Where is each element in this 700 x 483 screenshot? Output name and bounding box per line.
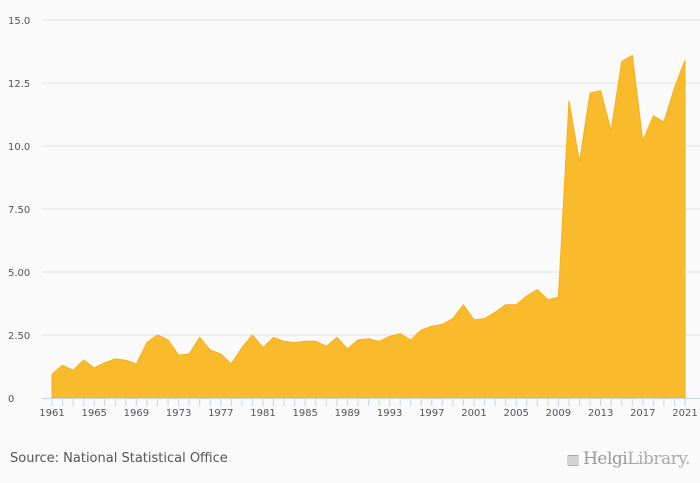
logo-bold: Helgi bbox=[583, 449, 628, 469]
x-tick-label: 1961 bbox=[39, 408, 64, 419]
y-tick-label: 5.00 bbox=[8, 268, 30, 279]
x-tick-label: 1973 bbox=[166, 408, 191, 419]
x-tick-label: 2005 bbox=[503, 408, 528, 419]
x-tick-label: 2009 bbox=[546, 408, 571, 419]
series-area bbox=[51, 54, 686, 399]
logo-icon: ▥ bbox=[566, 452, 580, 468]
x-tick-label: 2017 bbox=[630, 408, 655, 419]
x-tick-label: 1969 bbox=[124, 408, 149, 419]
y-tick-label: 0 bbox=[8, 394, 14, 405]
x-tick-label: 1965 bbox=[81, 408, 106, 419]
x-tick-label: 1997 bbox=[419, 408, 444, 419]
y-axis-labels: 0 2.50 5.00 7.50 10.0 12.5 15.0 bbox=[8, 16, 30, 405]
logo-light: Library. bbox=[627, 449, 690, 469]
x-tick-label: 2001 bbox=[461, 408, 486, 419]
x-tick-label: 2021 bbox=[672, 408, 697, 419]
x-tick-label: 1989 bbox=[335, 408, 360, 419]
y-tick-label: 12.5 bbox=[8, 79, 30, 90]
x-axis: 1961 1965 1969 1973 1977 1981 1985 1989 1993 1997… bbox=[39, 398, 700, 419]
y-tick-label: 15.0 bbox=[8, 16, 30, 27]
y-tick-label: 10.0 bbox=[8, 142, 30, 153]
x-tick-label: 1981 bbox=[250, 408, 275, 419]
y-tick-label: 2.50 bbox=[8, 331, 30, 342]
y-tick-label: 7.50 bbox=[8, 205, 30, 216]
x-tick-label: 1993 bbox=[377, 408, 402, 419]
helgi-library-logo[interactable]: ▥ HelgiLibrary. bbox=[566, 449, 690, 469]
source-note: Source: National Statistical Office bbox=[10, 451, 228, 466]
x-tick-label: 1985 bbox=[292, 408, 317, 419]
x-tick-label: 1977 bbox=[208, 408, 233, 419]
x-tick-label: 2013 bbox=[588, 408, 613, 419]
